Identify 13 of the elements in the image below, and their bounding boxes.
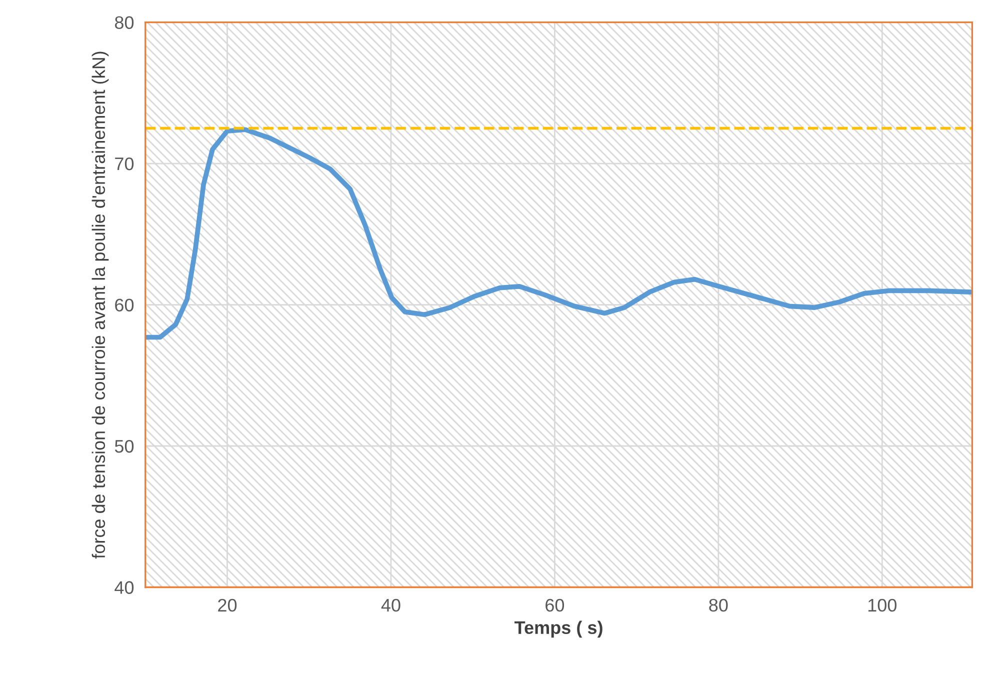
x-tick-label: 100 xyxy=(868,598,896,612)
x-tick-label: 20 xyxy=(218,598,237,612)
y-tick-label: 80 xyxy=(114,16,134,29)
line-series xyxy=(145,127,972,340)
y-tick-label: 40 xyxy=(114,581,134,594)
y-tick-label: 50 xyxy=(114,440,134,453)
y-axis-title: force de tension de courroie avant la poulie d'entrainement (kN) xyxy=(92,52,109,559)
y-tick-label: 60 xyxy=(115,298,134,312)
x-axis-title: Temps ( s) xyxy=(514,620,602,638)
y-tick-label: 70 xyxy=(115,157,134,170)
x-tick-label: 60 xyxy=(546,598,564,612)
x-tick-label: 80 xyxy=(709,598,728,612)
x-tick-label: 40 xyxy=(381,598,400,612)
